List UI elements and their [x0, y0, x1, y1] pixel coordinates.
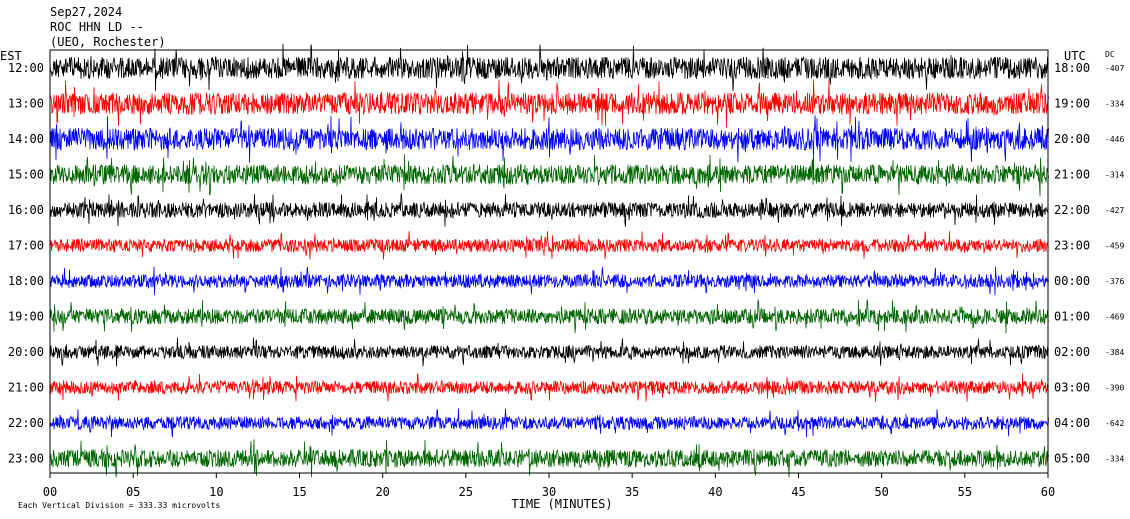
dc-offset-label: -314	[1105, 171, 1124, 180]
est-hour-label: 16:00	[8, 203, 44, 217]
dc-offset-label: -642	[1105, 419, 1124, 428]
trace-line	[49, 439, 1049, 478]
est-hour-label: 23:00	[8, 452, 44, 466]
x-tick-label: 55	[958, 485, 972, 499]
est-hour-label: 22:00	[8, 416, 44, 430]
trace-group	[49, 43, 1049, 478]
trace-line	[49, 115, 1049, 163]
x-tick-label: 45	[791, 485, 805, 499]
x-tick-label: 05	[126, 485, 140, 499]
x-tick-label: 50	[874, 485, 888, 499]
dc-offset-label: -334	[1105, 455, 1124, 464]
est-hour-label: 18:00	[8, 274, 44, 288]
utc-axis-label: UTC	[1064, 49, 1086, 63]
x-tick-label: 10	[209, 485, 223, 499]
x-tick-label: 25	[459, 485, 473, 499]
utc-hour-label: 20:00	[1054, 132, 1090, 146]
trace-line	[49, 408, 1049, 438]
utc-hour-label: 05:00	[1054, 452, 1090, 466]
est-hour-label: 15:00	[8, 168, 44, 182]
trace-line	[49, 43, 1049, 92]
dc-offset-label: -384	[1105, 348, 1124, 357]
utc-hour-label: 23:00	[1054, 239, 1090, 253]
trace-line	[49, 266, 1049, 296]
x-tick-label: 00	[43, 485, 57, 499]
dc-offset-label: -427	[1105, 206, 1124, 215]
label-group: 12:00 18:00 -407 13:00 19:00 -334 14:00 20:00 -4…	[0, 49, 1124, 511]
trace-line	[49, 79, 1049, 128]
est-hour-label: 12:00	[8, 61, 44, 75]
scale-footer: Each Vertical Division = 333.33 microvol…	[18, 501, 220, 510]
dc-offset-label: -469	[1105, 313, 1124, 322]
utc-hour-label: 19:00	[1054, 97, 1090, 111]
est-hour-label: 13:00	[8, 97, 44, 111]
est-hour-label: 19:00	[8, 310, 44, 324]
trace-line	[49, 298, 1049, 334]
trace-line	[49, 231, 1049, 260]
utc-hour-label: 22:00	[1054, 203, 1090, 217]
x-tick-label: 35	[625, 485, 639, 499]
utc-hour-label: 01:00	[1054, 310, 1090, 324]
utc-hour-label: 18:00	[1054, 61, 1090, 75]
dc-offset-label: -334	[1105, 100, 1124, 109]
est-hour-label: 20:00	[8, 345, 44, 359]
utc-hour-label: 00:00	[1054, 274, 1090, 288]
dc-offset-label: -446	[1105, 135, 1124, 144]
utc-hour-label: 03:00	[1054, 381, 1090, 395]
header-location: (UEO, Rochester)	[50, 35, 166, 49]
dc-offset-label: -376	[1105, 277, 1124, 286]
x-axis-label: TIME (MINUTES)	[511, 497, 612, 511]
trace-line	[49, 337, 1049, 367]
est-hour-label: 21:00	[8, 381, 44, 395]
x-tick-label: 15	[292, 485, 306, 499]
est-hour-label: 14:00	[8, 132, 44, 146]
dc-offset-label: -390	[1105, 384, 1124, 393]
x-tick-label: 30	[542, 485, 556, 499]
utc-hour-label: 02:00	[1054, 345, 1090, 359]
dc-axis-label: DC	[1105, 50, 1115, 59]
header-date: Sep27,2024	[50, 5, 123, 19]
est-hour-label: 17:00	[8, 239, 44, 253]
dc-offset-label: -459	[1105, 242, 1124, 251]
trace-line	[49, 373, 1049, 402]
est-axis-label: EST	[0, 49, 22, 63]
x-tick-label: 40	[708, 485, 722, 499]
dc-offset-label: -407	[1105, 64, 1124, 73]
x-tick-label: 20	[375, 485, 389, 499]
header-station: ROC HHN LD --	[50, 20, 144, 34]
trace-line	[49, 192, 1049, 227]
utc-hour-label: 21:00	[1054, 168, 1090, 182]
trace-line	[49, 153, 1049, 197]
x-tick-label: 60	[1041, 485, 1055, 499]
utc-hour-label: 04:00	[1054, 416, 1090, 430]
